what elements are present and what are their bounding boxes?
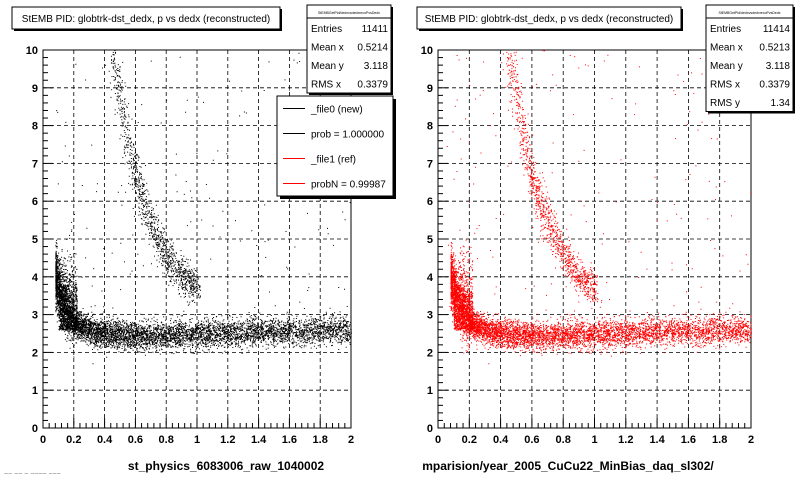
y-tick-label: 8 — [32, 121, 38, 133]
legend-label: prob = 1.000000 — [311, 130, 385, 141]
stats-label: Mean y — [710, 61, 743, 72]
x-tick-label: 0.6 — [128, 434, 143, 446]
stats-label: RMS x — [311, 80, 341, 91]
y-tick-label: 0 — [427, 423, 433, 435]
stats-label: Mean y — [311, 61, 344, 72]
x-tick-label: 0.6 — [524, 434, 539, 446]
y-tick-label: 5 — [427, 234, 433, 246]
x-tick-label: 0.8 — [159, 434, 174, 446]
x-tick-label: 2 — [748, 434, 754, 446]
x-tick-label: 1.4 — [649, 434, 665, 446]
right-axes: 0 0.2 0.4 0.6 0.8 1 1.2 1.4 1.6 1.8 2 0 1 2 3 4 5 6 7 8 9 10 — [421, 45, 754, 446]
scatter-points — [446, 50, 752, 365]
x-tick-label: 1.6 — [282, 434, 297, 446]
legend-frame — [276, 95, 394, 197]
left-axes: 0 0.2 0.4 0.6 0.8 1 1.2 1.4 1.6 1.8 2 0 1 2 3 4 5 6 7 8 9 10 — [26, 45, 354, 446]
y-tick-label: 9 — [32, 83, 38, 95]
x-tick-label: 0 — [40, 434, 46, 446]
stats-label: Entries — [710, 24, 741, 35]
stats-label: Mean x — [710, 43, 743, 54]
right-scatter-points — [446, 50, 752, 365]
x-tick-label: 1 — [194, 434, 200, 446]
stats-value: 3.118 — [766, 61, 791, 72]
y-tick-label: 2 — [427, 347, 433, 359]
x-tick-label: 0 — [435, 434, 441, 446]
stats-value: 1.34 — [771, 98, 791, 109]
right-panel: 0 0.2 0.4 0.6 0.8 1 1.2 1.4 1.6 1.8 2012345678910 … — [416, 4, 795, 473]
y-tick-label: 10 — [26, 45, 38, 57]
stats-label: Entries — [311, 24, 342, 35]
stats-header: StEMBGetPid/dedxvsdedxrecoPvsDedx — [318, 11, 380, 15]
left-scatter-points — [55, 50, 353, 365]
y-tick-label: 8 — [427, 121, 433, 133]
y-tick-label: 5 — [32, 234, 38, 246]
legend-label: _file0 (new) — [310, 105, 363, 116]
stats-value: 11414 — [763, 24, 791, 35]
y-tick-label: 7 — [427, 158, 433, 170]
stats-box-frame — [306, 4, 392, 94]
y-tick-label: 1 — [427, 385, 433, 397]
legend-label: probN = 0.99987 — [311, 180, 386, 191]
y-tick-label: 3 — [427, 310, 433, 322]
x-tick-label: 1.8 — [712, 434, 727, 446]
right-title-box: StEMB PID: globtrk-dst_dedx, p vs dedx (… — [416, 6, 683, 31]
x-tick-label: 0.4 — [493, 434, 509, 446]
left-title-box: StEMB PID: globtrk-dst_dedx, p vs dedx (… — [11, 6, 282, 31]
y-tick-label: 1 — [32, 385, 38, 397]
scatter-points — [55, 50, 353, 365]
y-tick-label: 9 — [427, 83, 433, 95]
x-tick-label: 0.8 — [556, 434, 571, 446]
left-panel: 0 0.2 0.4 0.6 0.8 1 1.2 1.4 1.6 1.8 2012345678910 … — [11, 4, 396, 473]
stats-header: StEMBGetPid/dedxvsdedxrecoPvsDedx — [718, 11, 780, 15]
right-stats-box: StEMBGetPid/dedxvsdedxrecoPvsDedx Entries… — [705, 4, 795, 114]
left-legend: _file0 (new) prob = 1.000000 _file1 (ref) p… — [276, 95, 396, 199]
stats-value: 0.3379 — [759, 80, 790, 91]
y-tick-label: 3 — [32, 310, 38, 322]
y-tick-label: 4 — [427, 272, 434, 284]
stats-label: RMS x — [710, 80, 740, 91]
x-tick-label: 1 — [591, 434, 597, 446]
legend-label: _file1 (ref) — [310, 155, 356, 166]
right-plot-frame — [437, 49, 752, 429]
x-tick-label: 1.6 — [681, 434, 696, 446]
x-tick-label: 1.2 — [618, 434, 633, 446]
y-tick-label: 6 — [32, 196, 38, 208]
x-tick-label: 0.4 — [97, 434, 113, 446]
footer-fragment: ~~ ~~ ~ ~~~~ ~~~ — [4, 471, 61, 478]
y-tick-label: 7 — [32, 158, 38, 170]
x-tick-label: 1.2 — [220, 434, 235, 446]
right-chart-title: StEMB PID: globtrk-dst_dedx, p vs dedx (… — [425, 14, 673, 25]
y-tick-label: 4 — [32, 272, 39, 284]
x-tick-label: 1.8 — [313, 434, 328, 446]
stats-box-frame — [705, 4, 794, 112]
stats-value: 3.118 — [364, 61, 389, 72]
left-stats-box: StEMBGetPid/dedxvsdedxrecoPvsDedx Entries… — [306, 4, 393, 95]
stats-label: Mean x — [311, 43, 344, 54]
left-chart-title: StEMB PID: globtrk-dst_dedx, p vs dedx (… — [22, 14, 270, 25]
left-x-axis-label: st_physics_6083006_raw_1040002 — [128, 459, 324, 473]
stats-value: 0.3379 — [357, 80, 388, 91]
right-x-axis-label: mparision/year_2005_CuCu22_MinBias_daq_s… — [422, 459, 714, 473]
x-tick-label: 2 — [348, 434, 354, 446]
x-tick-label: 0.2 — [66, 434, 81, 446]
x-tick-label: 1.4 — [251, 434, 267, 446]
stats-value: 0.5214 — [357, 43, 388, 54]
x-tick-label: 0.2 — [462, 434, 477, 446]
stats-value: 11411 — [362, 24, 389, 35]
y-tick-label: 2 — [32, 347, 38, 359]
stats-value: 0.5213 — [759, 43, 790, 54]
y-tick-label: 6 — [427, 196, 433, 208]
stats-label: RMS y — [710, 98, 740, 109]
y-tick-label: 10 — [421, 45, 433, 57]
y-tick-label: 0 — [32, 423, 38, 435]
